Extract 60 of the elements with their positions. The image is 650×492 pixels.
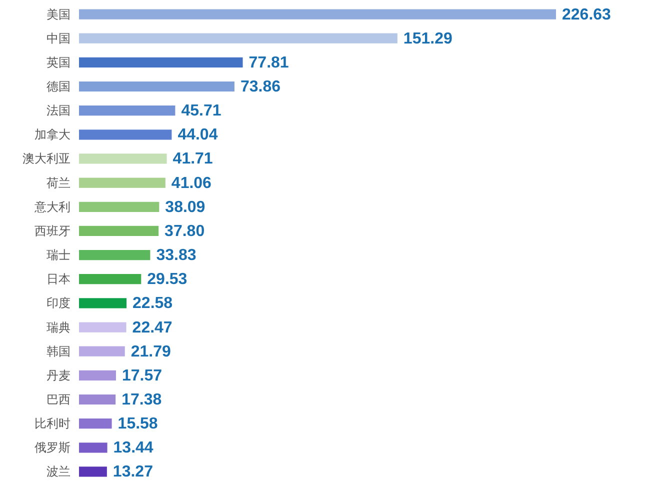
y-tick-label: 瑞士: [46, 248, 70, 262]
bar: [79, 442, 108, 453]
bar: [79, 250, 150, 260]
y-tick-label: 美国: [46, 7, 70, 22]
bar: [79, 322, 126, 332]
data-label: 151.29: [403, 30, 452, 48]
y-tick-label: 意大利: [34, 200, 70, 214]
y-tick-label: 加拿大: [34, 128, 70, 142]
y-tick-label: 比利时: [34, 416, 70, 431]
data-label: 21.79: [130, 343, 172, 360]
data-label: 13.44: [113, 440, 154, 457]
y-tick-label: 俄罗斯: [34, 440, 70, 455]
y-tick-label: 瑞典: [46, 320, 70, 334]
y-tick-label: 英国: [46, 55, 70, 70]
data-label: 38.09: [165, 198, 206, 216]
bar: [79, 57, 243, 68]
bar: [79, 226, 159, 236]
bar: [79, 418, 112, 429]
bar: [79, 370, 116, 380]
bar: [79, 81, 234, 92]
data-label: 13.27: [112, 464, 154, 481]
data-label: 41.06: [171, 174, 212, 192]
bar: [79, 178, 166, 188]
data-label: 73.86: [240, 78, 281, 96]
bar: [79, 202, 160, 212]
y-tick-label: 丹麦: [46, 368, 70, 382]
bar: [79, 346, 125, 356]
data-label: 45.71: [181, 102, 222, 120]
y-tick-label: 波兰: [46, 464, 70, 479]
data-label: 17.57: [122, 367, 162, 384]
bar: [79, 394, 116, 405]
data-label: 15.58: [118, 416, 158, 433]
bar: [79, 154, 167, 164]
bar: [79, 9, 556, 20]
data-label: 17.38: [122, 391, 162, 408]
data-label: 29.53: [147, 271, 188, 288]
bar: [79, 33, 398, 44]
y-tick-label: 日本: [46, 272, 70, 286]
y-tick-label: 中国: [46, 31, 70, 46]
data-label: 33.83: [156, 247, 196, 264]
bar: [79, 130, 172, 140]
bar: [79, 466, 107, 477]
y-tick-label: 西班牙: [34, 224, 70, 238]
bar: [79, 298, 127, 308]
data-label: 22.58: [132, 295, 173, 312]
y-tick-label: 巴西: [46, 392, 70, 406]
y-tick-label: 印度: [46, 296, 70, 310]
bar: [79, 274, 142, 284]
data-label: 226.63: [562, 6, 612, 24]
data-label: 22.47: [132, 319, 172, 336]
data-label: 41.71: [172, 150, 213, 168]
data-label: 77.81: [248, 54, 289, 72]
bar: [79, 106, 176, 116]
y-tick-label: 法国: [46, 104, 70, 118]
data-label: 44.04: [178, 126, 218, 144]
y-tick-label: 德国: [46, 80, 70, 94]
y-tick-label: 荷兰: [46, 176, 70, 190]
y-tick-label: 澳大利亚: [22, 152, 70, 166]
y-tick-label: 韩国: [46, 344, 70, 358]
data-label: 37.80: [164, 222, 205, 240]
